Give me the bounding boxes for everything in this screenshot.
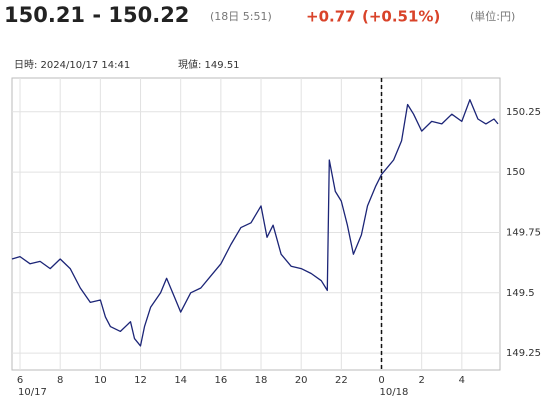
x-tick-label: 22 xyxy=(335,375,348,386)
price-change: +0.77 xyxy=(306,8,356,26)
price-title: 150.21 - 150.22 xyxy=(4,3,189,27)
y-tick-label: 150.25 xyxy=(506,107,541,118)
x-tick-label: 10 xyxy=(94,375,107,386)
x-tick-label: 12 xyxy=(134,375,147,386)
x-tick-label: 8 xyxy=(57,375,63,386)
y-tick-label: 149.5 xyxy=(506,288,535,299)
plot-frame xyxy=(11,77,501,371)
x-tick-label: 6 xyxy=(17,375,23,386)
x-tick-label: 16 xyxy=(214,375,227,386)
x-date-label: 10/18 xyxy=(380,387,409,398)
x-date-label: 10/17 xyxy=(18,387,47,398)
x-tick-label: 4 xyxy=(459,375,465,386)
x-tick-label: 20 xyxy=(295,375,308,386)
price-change-pct: (+0.51%) xyxy=(362,8,440,26)
x-tick-label: 2 xyxy=(418,375,424,386)
y-tick-label: 149.75 xyxy=(506,227,541,238)
price-line xyxy=(11,99,499,347)
y-tick-label: 149.25 xyxy=(506,348,541,359)
price-time: (18日 5:51) xyxy=(210,10,272,23)
y-tick-label: 150 xyxy=(506,167,525,178)
hover-datetime: 日時: 2024/10/17 14:41 xyxy=(14,59,130,71)
hover-value: 現値: 149.51 xyxy=(178,58,240,71)
x-tick-label: 0 xyxy=(378,375,384,386)
unit: (単位:円) xyxy=(470,9,515,23)
x-tick-label: 18 xyxy=(255,375,268,386)
x-tick-label: 14 xyxy=(174,375,187,386)
